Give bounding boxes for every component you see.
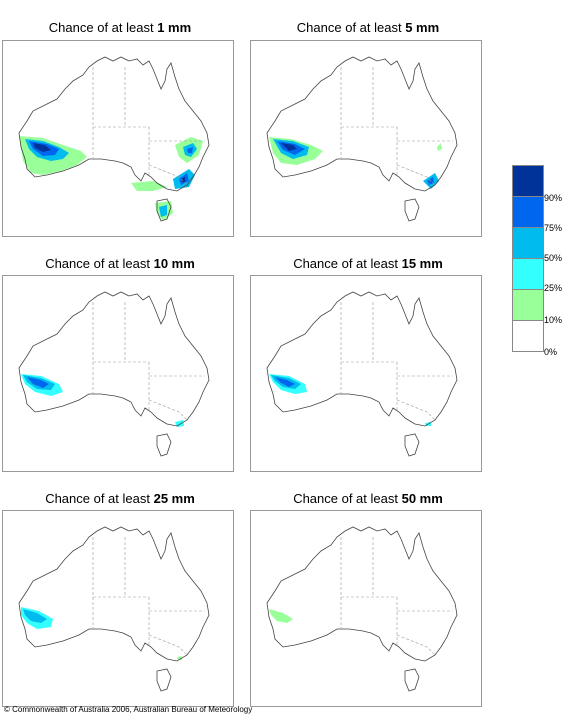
legend-swatch-25 xyxy=(512,258,544,289)
title-prefix: Chance of at least xyxy=(45,491,150,506)
tasmania-coastline xyxy=(156,668,172,692)
coastline xyxy=(266,56,458,192)
legend-label: 75% xyxy=(544,223,563,233)
legend-swatch-10 xyxy=(512,289,544,320)
tasmania-coastline xyxy=(404,668,420,692)
map-svg xyxy=(18,291,210,457)
panel-title-5mm: Chance of at least 5 mm xyxy=(248,20,488,35)
tasmania-coastline xyxy=(404,433,420,457)
map-svg xyxy=(266,526,458,692)
legend-swatch-50 xyxy=(512,227,544,258)
tasmania-coastline xyxy=(156,433,172,457)
panel-title-50mm: Chance of at least 50 mm xyxy=(248,491,488,506)
title-prefix: Chance of at least xyxy=(48,20,154,35)
rain-shading xyxy=(269,609,293,623)
state-border xyxy=(396,634,436,656)
map-svg xyxy=(18,56,210,222)
panel-title-1mm: Chance of at least 1 mm xyxy=(0,20,240,35)
rain-shading xyxy=(19,136,203,221)
coastline xyxy=(266,291,458,427)
panel-title-10mm: Chance of at least 10 mm xyxy=(0,256,240,271)
state-border xyxy=(148,164,188,186)
map-svg xyxy=(266,291,458,457)
tasmania-coastline xyxy=(156,198,172,222)
coastline xyxy=(266,526,458,662)
color-legend xyxy=(512,165,544,352)
copyright-notice: © Commonwealth of Australia 2006, Austra… xyxy=(4,705,253,714)
legend-label: 90% xyxy=(544,193,563,203)
title-prefix: Chance of at least xyxy=(296,20,402,35)
map-25mm xyxy=(2,510,234,707)
title-amount: 50 mm xyxy=(401,491,443,506)
panel-title-15mm: Chance of at least 15 mm xyxy=(248,256,488,271)
legend-label: 10% xyxy=(544,315,563,325)
panel-title-25mm: Chance of at least 25 mm xyxy=(0,491,240,506)
coastline xyxy=(18,291,210,427)
map-50mm xyxy=(250,510,482,707)
coastline xyxy=(18,56,210,192)
map-1mm xyxy=(2,40,234,237)
map-svg xyxy=(266,56,458,222)
title-prefix: Chance of at least xyxy=(45,256,150,271)
state-border xyxy=(396,399,436,421)
legend-swatch-0 xyxy=(512,320,544,352)
title-amount: 15 mm xyxy=(401,256,443,271)
rain-shading xyxy=(21,607,182,660)
state-border xyxy=(396,164,436,186)
title-amount: 10 mm xyxy=(153,256,195,271)
rain-shading xyxy=(21,374,184,427)
title-amount: 1 mm xyxy=(157,20,192,35)
title-prefix: Chance of at least xyxy=(293,491,398,506)
legend-swatch-90 xyxy=(512,165,544,196)
rain-shading xyxy=(269,137,442,189)
map-10mm xyxy=(2,275,234,472)
title-prefix: Chance of at least xyxy=(293,256,398,271)
state-border xyxy=(148,399,188,421)
map-15mm xyxy=(250,275,482,472)
tasmania-coastline xyxy=(404,198,420,222)
legend-label: 0% xyxy=(544,347,558,357)
title-amount: 5 mm xyxy=(405,20,440,35)
state-border xyxy=(148,634,188,656)
coastline xyxy=(18,526,210,662)
map-5mm xyxy=(250,40,482,237)
rain-shading xyxy=(269,374,431,426)
legend-label: 50% xyxy=(544,253,563,263)
map-svg xyxy=(18,526,210,692)
title-amount: 25 mm xyxy=(153,491,195,506)
legend-label: 25% xyxy=(544,283,563,293)
legend-swatch-75 xyxy=(512,196,544,227)
